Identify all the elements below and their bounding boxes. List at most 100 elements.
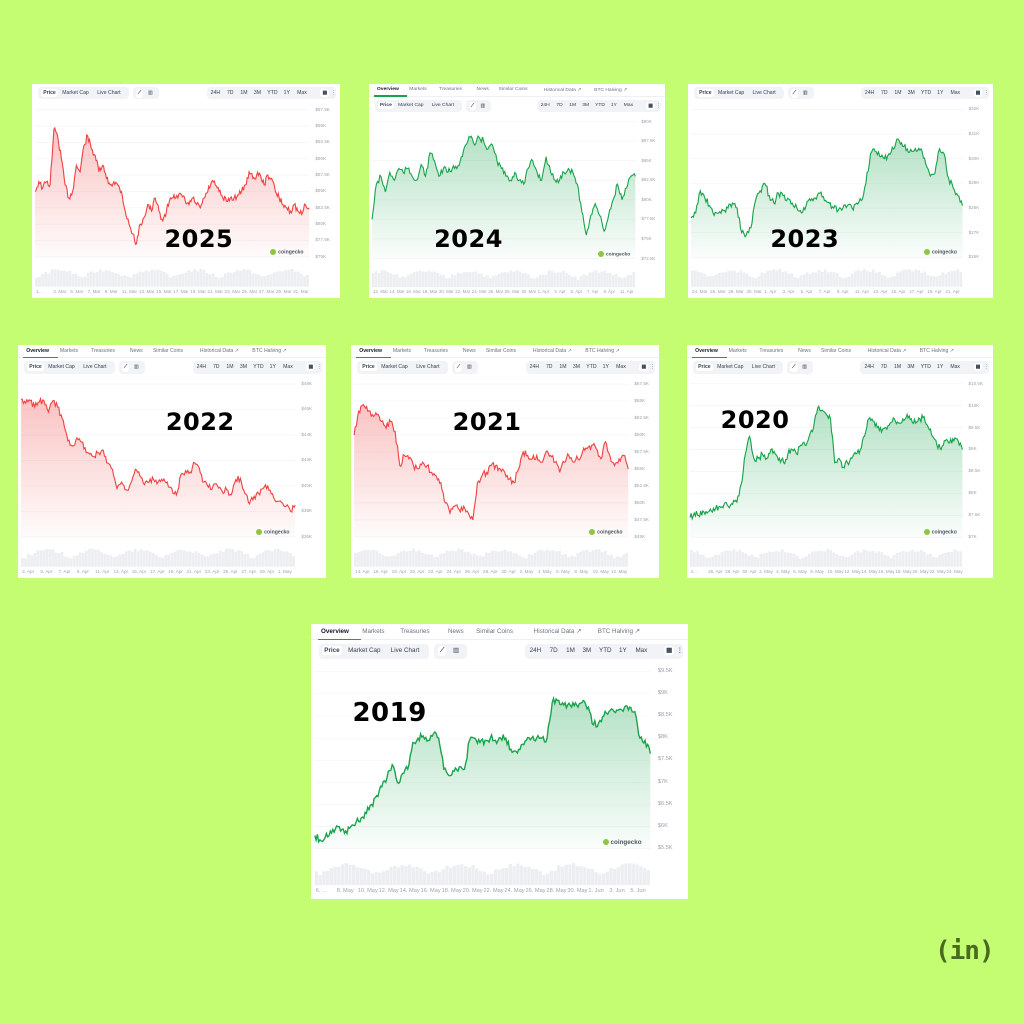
calendar-icon[interactable]: ▦ bbox=[320, 89, 330, 98]
range-1m-button[interactable]: 1M bbox=[226, 364, 234, 371]
view-live-chart-button[interactable]: Live Chart bbox=[431, 102, 455, 108]
view-market-cap-button[interactable]: Market Cap bbox=[62, 90, 89, 97]
tab-treasuries[interactable]: Treasuries bbox=[423, 348, 448, 355]
range-max-button[interactable]: Max bbox=[623, 102, 634, 108]
tab-markets[interactable]: Markets bbox=[392, 348, 412, 355]
calendar-icon[interactable]: ▦ bbox=[973, 89, 983, 98]
tab-markets[interactable]: Markets bbox=[59, 348, 79, 355]
price-chart[interactable] bbox=[351, 345, 659, 578]
line-chart-icon[interactable]: ⟋ bbox=[790, 89, 799, 99]
tab-markets[interactable]: Markets bbox=[409, 86, 427, 92]
tab-historical-data[interactable]: Historical Data ↗ bbox=[543, 87, 582, 93]
candlestick-icon[interactable]: ▥ bbox=[452, 647, 459, 655]
tab-news[interactable]: News bbox=[462, 348, 476, 355]
view-market-cap-button[interactable]: Market Cap bbox=[717, 90, 745, 97]
range-24h-button[interactable]: 24H bbox=[864, 364, 874, 371]
range-3m-button[interactable]: 3M bbox=[582, 102, 590, 108]
tab-similar-coins[interactable]: Similar Coins bbox=[476, 627, 514, 635]
range-7d-button[interactable]: 7D bbox=[556, 102, 563, 108]
range-3m-button[interactable]: 3M bbox=[253, 90, 261, 97]
view-price-button[interactable]: Price bbox=[322, 646, 342, 656]
tab-news[interactable]: News bbox=[476, 86, 489, 92]
line-chart-icon[interactable]: ⟋ bbox=[121, 363, 130, 373]
line-chart-icon[interactable]: ⟋ bbox=[454, 363, 463, 373]
price-chart[interactable] bbox=[688, 84, 993, 298]
view-market-cap-button[interactable]: Market Cap bbox=[398, 102, 424, 108]
range-24h-button[interactable]: 24H bbox=[196, 364, 207, 371]
tab-news[interactable]: News bbox=[129, 348, 143, 355]
tab-treasuries[interactable]: Treasuries bbox=[400, 627, 430, 635]
range-1y-button[interactable]: 1Y bbox=[269, 364, 276, 371]
tab-treasuries[interactable]: Treasuries bbox=[90, 348, 115, 355]
price-chart[interactable] bbox=[32, 84, 340, 298]
candlestick-icon[interactable]: ▥ bbox=[480, 103, 486, 109]
view-price-button[interactable]: Price bbox=[696, 363, 713, 372]
calendar-icon[interactable]: ▦ bbox=[639, 363, 649, 372]
more-vertical-icon[interactable]: ⋮ bbox=[656, 103, 662, 109]
range-1y-button[interactable]: 1Y bbox=[619, 647, 627, 655]
tab-btc-halving[interactable]: BTC Halving ↗ bbox=[252, 348, 287, 355]
range-ytd-button[interactable]: YTD bbox=[920, 364, 931, 371]
view-live-chart-button[interactable]: Live Chart bbox=[416, 364, 440, 371]
range-7d-button[interactable]: 7D bbox=[881, 90, 888, 97]
range-3m-button[interactable]: 3M bbox=[239, 364, 247, 371]
view-price-button[interactable]: Price bbox=[41, 89, 58, 98]
range-ytd-button[interactable]: YTD bbox=[921, 90, 932, 97]
calendar-icon[interactable]: ▦ bbox=[306, 363, 316, 372]
range-24h-button[interactable]: 24H bbox=[210, 90, 221, 97]
range-ytd-button[interactable]: YTD bbox=[595, 102, 605, 108]
tab-btc-halving[interactable]: BTC Halving ↗ bbox=[919, 348, 955, 355]
range-ytd-button[interactable]: YTD bbox=[599, 647, 612, 655]
range-1y-button[interactable]: 1Y bbox=[602, 364, 609, 371]
view-live-chart-button[interactable]: Live Chart bbox=[83, 364, 107, 371]
line-chart-icon[interactable]: ⟋ bbox=[468, 101, 477, 110]
more-vertical-icon[interactable]: ⋮ bbox=[649, 364, 655, 371]
line-chart-icon[interactable]: ⟋ bbox=[437, 646, 447, 657]
range-ytd-button[interactable]: YTD bbox=[267, 90, 278, 97]
view-live-chart-button[interactable]: Live Chart bbox=[97, 90, 121, 97]
candlestick-icon[interactable]: ▥ bbox=[802, 364, 808, 371]
range-7d-button[interactable]: 7D bbox=[226, 90, 234, 97]
candlestick-icon[interactable]: ▥ bbox=[134, 364, 139, 371]
range-3m-button[interactable]: 3M bbox=[582, 647, 592, 655]
tab-historical-data[interactable]: Historical Data ↗ bbox=[199, 348, 239, 355]
range-1y-button[interactable]: 1Y bbox=[937, 90, 944, 97]
tab-overview[interactable]: Overview bbox=[321, 627, 349, 635]
range-24h-button[interactable]: 24H bbox=[529, 364, 540, 371]
tab-similar-coins[interactable]: Similar Coins bbox=[485, 348, 517, 355]
calendar-icon[interactable]: ▦ bbox=[664, 646, 675, 656]
range-max-button[interactable]: Max bbox=[616, 364, 626, 371]
candlestick-icon[interactable]: ▥ bbox=[802, 90, 808, 97]
tab-btc-halving[interactable]: BTC Halving ↗ bbox=[597, 627, 640, 635]
range-7d-button[interactable]: 7D bbox=[545, 364, 553, 371]
tab-historical-data[interactable]: Historical Data ↗ bbox=[532, 348, 572, 355]
range-7d-button[interactable]: 7D bbox=[549, 647, 558, 655]
price-chart[interactable] bbox=[18, 345, 326, 578]
view-live-chart-button[interactable]: Live Chart bbox=[751, 364, 775, 371]
more-vertical-icon[interactable]: ⋮ bbox=[983, 90, 989, 97]
range-7d-button[interactable]: 7D bbox=[212, 364, 220, 371]
range-24h-button[interactable]: 24H bbox=[864, 90, 875, 97]
calendar-icon[interactable]: ▦ bbox=[646, 101, 655, 110]
tab-markets[interactable]: Markets bbox=[362, 627, 385, 635]
candlestick-icon[interactable]: ▥ bbox=[467, 364, 472, 371]
tab-overview[interactable]: Overview bbox=[376, 86, 399, 92]
range-3m-button[interactable]: 3M bbox=[907, 90, 915, 97]
range-7d-button[interactable]: 7D bbox=[880, 364, 888, 371]
view-price-button[interactable]: Price bbox=[697, 89, 714, 98]
view-price-button[interactable]: Price bbox=[27, 363, 44, 372]
range-ytd-button[interactable]: YTD bbox=[253, 364, 264, 371]
line-chart-icon[interactable]: ⟋ bbox=[790, 363, 798, 373]
tab-news[interactable]: News bbox=[798, 348, 811, 355]
view-price-button[interactable]: Price bbox=[360, 363, 377, 372]
line-chart-icon[interactable]: ⟋ bbox=[135, 89, 144, 99]
range-1m-button[interactable]: 1M bbox=[240, 90, 248, 97]
range-1m-button[interactable]: 1M bbox=[569, 102, 577, 108]
tab-overview[interactable]: Overview bbox=[26, 348, 49, 355]
price-chart[interactable] bbox=[687, 345, 993, 578]
more-vertical-icon[interactable]: ⋮ bbox=[330, 90, 336, 97]
view-market-cap-button[interactable]: Market Cap bbox=[48, 364, 75, 371]
tab-historical-data[interactable]: Historical Data ↗ bbox=[533, 627, 582, 635]
tab-historical-data[interactable]: Historical Data ↗ bbox=[867, 348, 907, 355]
range-max-button[interactable]: Max bbox=[950, 90, 961, 97]
